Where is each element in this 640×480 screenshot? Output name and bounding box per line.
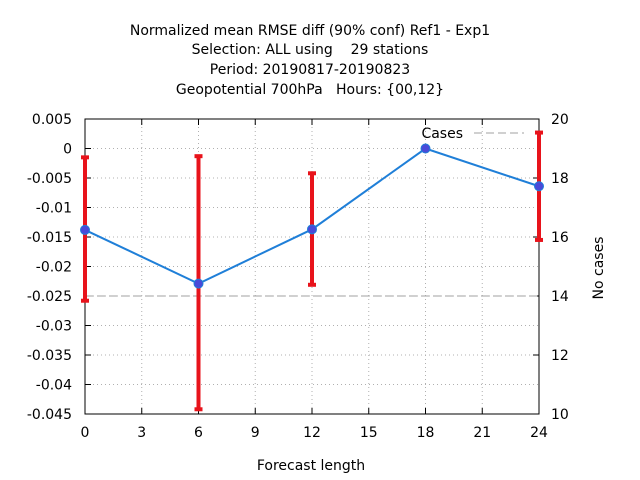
x-tick-label-0: 0	[81, 425, 90, 441]
y-tick-label-7: -0.03	[36, 319, 72, 335]
x-tick-label-4: 12	[303, 425, 321, 441]
y-tick-label-10: -0.045	[27, 407, 72, 423]
series	[80, 130, 544, 412]
y-tick-label-9: -0.04	[36, 378, 72, 394]
y-tick-label-2: -0.005	[27, 171, 72, 187]
x-tick-label-7: 21	[473, 425, 491, 441]
y-tick-label-1: 0	[63, 142, 72, 158]
data-point-2	[307, 224, 317, 235]
legend: Cases	[421, 126, 524, 142]
data-point-3	[420, 143, 431, 154]
x-tick-label-3: 9	[251, 425, 260, 441]
x-tick-label-6: 18	[417, 425, 435, 441]
title-line-2: Selection: ALL using 29 stations	[192, 42, 429, 58]
x-tick-label-5: 15	[360, 425, 378, 441]
data-point-4	[534, 181, 544, 192]
y2-tick-label-5: 10	[551, 407, 569, 423]
x-axis-label: Forecast length	[257, 458, 365, 474]
title-line-3: Period: 20190817-20190823	[210, 62, 410, 78]
y2-tick-label-1: 18	[551, 171, 569, 187]
x-tick-label-8: 24	[530, 425, 548, 441]
data-point-0	[80, 224, 90, 235]
y-tick-label-5: -0.02	[36, 260, 72, 276]
data-point-1	[193, 278, 204, 289]
y2-tick-label-4: 12	[551, 348, 569, 364]
y-tick-label-6: -0.025	[27, 289, 72, 305]
chart-title: Normalized mean RMSE diff (90% conf) Ref…	[130, 23, 490, 98]
ticks: 0 3 6 9 12 15 18 21 24 0.005 0 -0.005 -0.01 -0.015 -0.…	[27, 112, 569, 441]
x-tick-label-1: 3	[137, 425, 146, 441]
y2-tick-label-2: 16	[551, 230, 569, 246]
y-tick-label-3: -0.01	[36, 201, 72, 217]
y2-tick-label-0: 20	[551, 112, 569, 128]
title-line-1: Normalized mean RMSE diff (90% conf) Ref…	[130, 23, 490, 39]
title-line-4: Geopotential 700hPa Hours: {00,12}	[176, 82, 444, 98]
legend-label-cases: Cases	[421, 126, 463, 142]
x-tick-label-2: 6	[194, 425, 203, 441]
y-tick-label-8: -0.035	[27, 348, 72, 364]
y2-tick-label-3: 14	[551, 289, 569, 305]
y-tick-label-0: 0.005	[32, 112, 72, 128]
y2-axis-label: No cases	[591, 237, 607, 300]
y-tick-label-4: -0.015	[27, 230, 72, 246]
